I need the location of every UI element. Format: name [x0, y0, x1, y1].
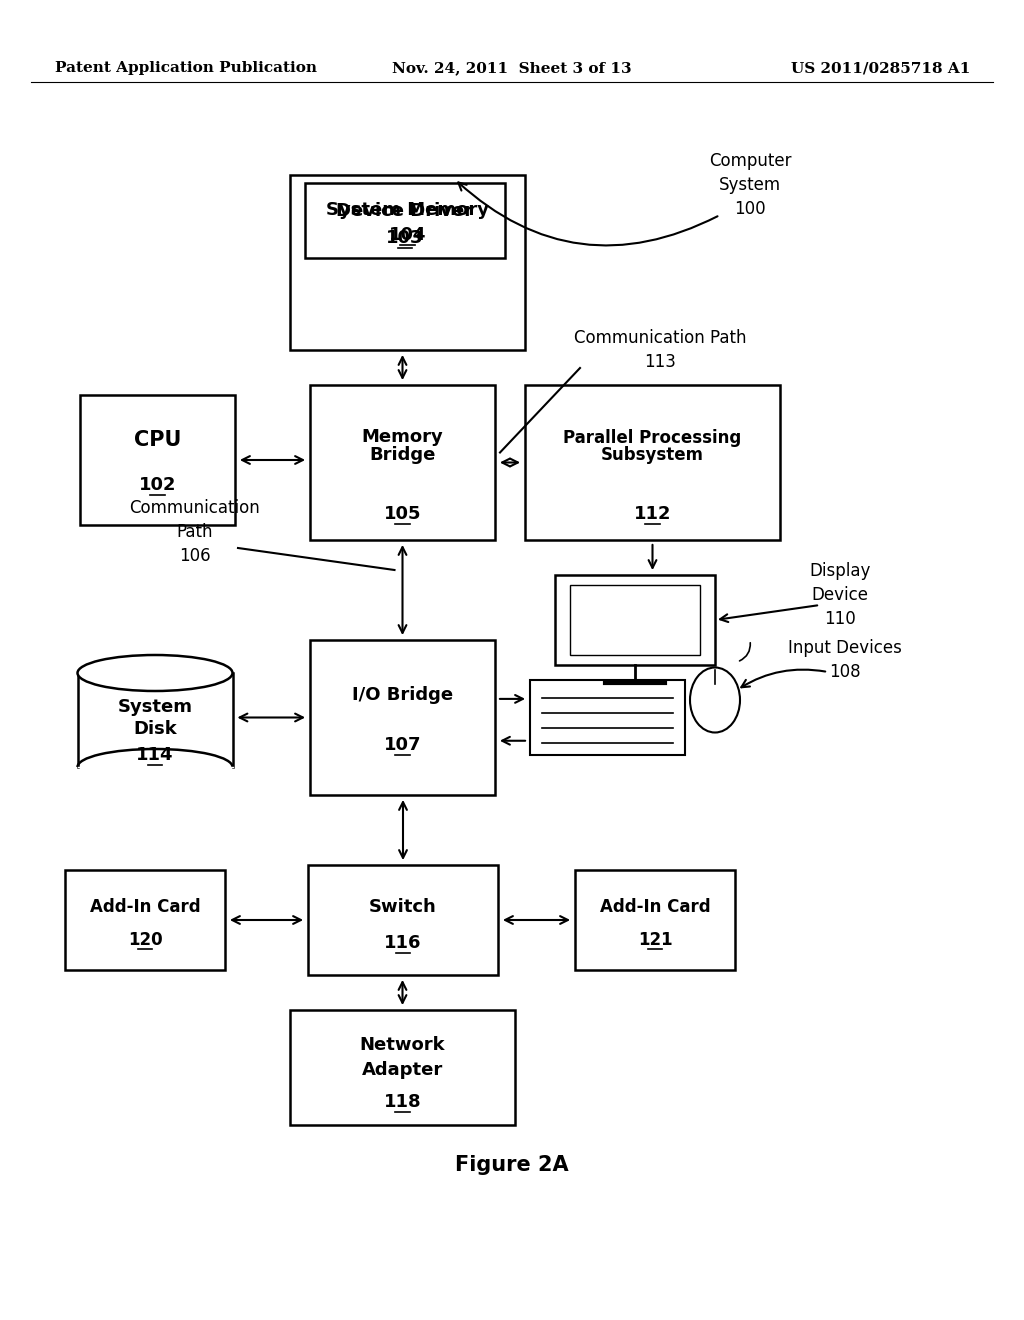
- Text: 105: 105: [384, 506, 421, 523]
- Text: 102: 102: [138, 477, 176, 494]
- Text: System: System: [118, 698, 193, 715]
- Text: Computer
System
100: Computer System 100: [709, 152, 792, 218]
- Text: Bridge: Bridge: [370, 446, 435, 465]
- Ellipse shape: [78, 655, 232, 690]
- Text: US 2011/0285718 A1: US 2011/0285718 A1: [791, 61, 970, 75]
- Text: Subsystem: Subsystem: [601, 446, 705, 463]
- Text: Switch: Switch: [369, 898, 437, 916]
- Text: Patent Application Publication: Patent Application Publication: [55, 61, 317, 75]
- Text: 103: 103: [386, 228, 424, 247]
- Bar: [80, 395, 234, 525]
- Text: 107: 107: [384, 737, 421, 754]
- Text: Parallel Processing: Parallel Processing: [563, 429, 741, 447]
- Text: Network: Network: [359, 1036, 445, 1053]
- Text: 114: 114: [136, 746, 174, 764]
- Bar: [570, 585, 700, 655]
- Text: Input Devices
108: Input Devices 108: [788, 639, 902, 681]
- Text: I/O Bridge: I/O Bridge: [352, 686, 453, 704]
- Ellipse shape: [690, 668, 740, 733]
- Text: 116: 116: [384, 935, 422, 952]
- Text: Adapter: Adapter: [361, 1061, 443, 1078]
- Bar: [290, 176, 525, 350]
- Bar: [65, 870, 225, 970]
- Text: 118: 118: [384, 1093, 421, 1111]
- Text: 120: 120: [128, 931, 163, 949]
- Bar: [305, 183, 505, 257]
- Text: Disk: Disk: [133, 721, 177, 738]
- Text: Memory: Memory: [361, 428, 443, 446]
- Text: Device Driver: Device Driver: [337, 202, 473, 220]
- Text: Nov. 24, 2011  Sheet 3 of 13: Nov. 24, 2011 Sheet 3 of 13: [392, 61, 632, 75]
- Text: CPU: CPU: [134, 430, 181, 450]
- Bar: [555, 576, 715, 665]
- Text: 121: 121: [638, 931, 673, 949]
- Bar: [525, 385, 780, 540]
- Text: Communication Path
113: Communication Path 113: [573, 329, 746, 371]
- Text: System Memory: System Memory: [326, 201, 489, 219]
- Bar: [308, 865, 498, 975]
- Text: Figure 2A: Figure 2A: [456, 1155, 568, 1175]
- Bar: [290, 1010, 515, 1125]
- Bar: [310, 640, 495, 795]
- Bar: [530, 680, 685, 755]
- Text: Communication
Path
106: Communication Path 106: [130, 499, 260, 565]
- Text: Display
Device
110: Display Device 110: [809, 562, 870, 627]
- Bar: [310, 385, 495, 540]
- Text: 104: 104: [389, 226, 426, 244]
- Text: Add-In Card: Add-In Card: [90, 898, 201, 916]
- Text: Add-In Card: Add-In Card: [600, 898, 711, 916]
- Bar: [575, 870, 735, 970]
- Text: 112: 112: [634, 506, 672, 523]
